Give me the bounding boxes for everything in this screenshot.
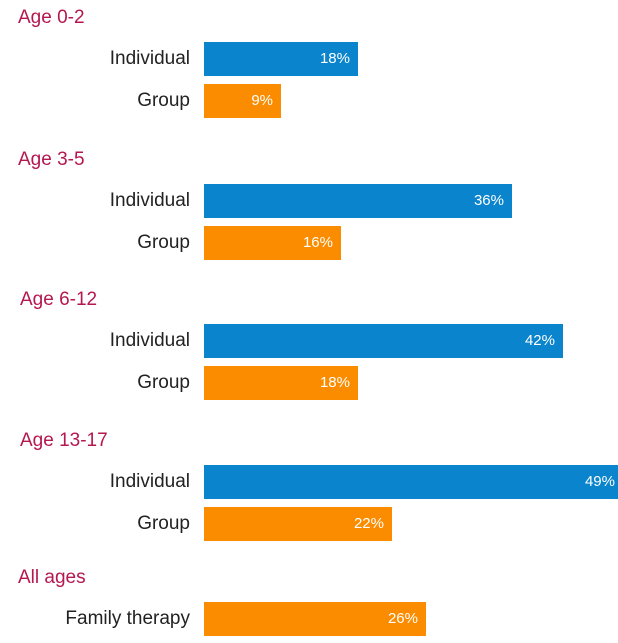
bar-value-label: 49% bbox=[584, 473, 615, 490]
bar-family: 26% bbox=[204, 602, 426, 636]
bar-individual: 49% bbox=[204, 465, 618, 499]
bar-value-label: 22% bbox=[353, 515, 384, 532]
bar-group: 16% bbox=[204, 226, 341, 260]
group-label: All ages bbox=[18, 567, 86, 588]
bar-value-label: 36% bbox=[473, 192, 504, 209]
group-label: Age 13-17 bbox=[20, 430, 108, 451]
bar-value-label: 18% bbox=[319, 50, 350, 67]
row-label: Group bbox=[137, 372, 190, 393]
row-label: Group bbox=[137, 513, 190, 534]
bar-individual: 36% bbox=[204, 184, 512, 218]
bar-value-label: 42% bbox=[524, 332, 555, 349]
group-label: Age 3-5 bbox=[18, 149, 85, 170]
bar-value-label: 16% bbox=[302, 234, 333, 251]
bar-individual: 42% bbox=[204, 324, 563, 358]
row-label: Family therapy bbox=[65, 608, 190, 629]
row-label: Individual bbox=[109, 330, 190, 351]
bar-group: 9% bbox=[204, 84, 281, 118]
row-label: Individual bbox=[109, 48, 190, 69]
bar-value-label: 18% bbox=[319, 374, 350, 391]
bar-individual: 18% bbox=[204, 42, 358, 76]
bar-value-label: 26% bbox=[387, 610, 418, 627]
bar-group: 18% bbox=[204, 366, 358, 400]
row-label: Individual bbox=[109, 471, 190, 492]
group-label: Age 6-12 bbox=[20, 289, 98, 310]
bar-value-label: 9% bbox=[251, 92, 273, 109]
bar-group: 22% bbox=[204, 507, 392, 541]
row-label: Group bbox=[137, 232, 190, 253]
row-label: Individual bbox=[109, 190, 190, 211]
group-label: Age 0-2 bbox=[18, 7, 85, 28]
row-label: Group bbox=[137, 90, 190, 111]
